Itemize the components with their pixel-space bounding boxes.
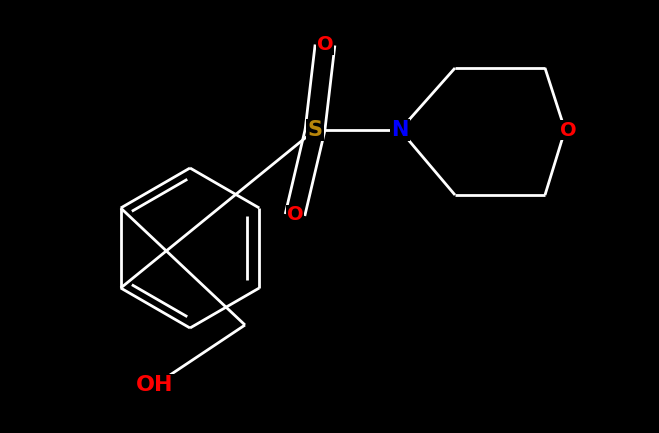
Text: OH: OH [136, 375, 174, 395]
Text: O: O [287, 206, 303, 224]
Text: O: O [560, 120, 577, 139]
Text: O: O [317, 36, 333, 55]
Text: S: S [308, 120, 322, 140]
Text: N: N [391, 120, 409, 140]
